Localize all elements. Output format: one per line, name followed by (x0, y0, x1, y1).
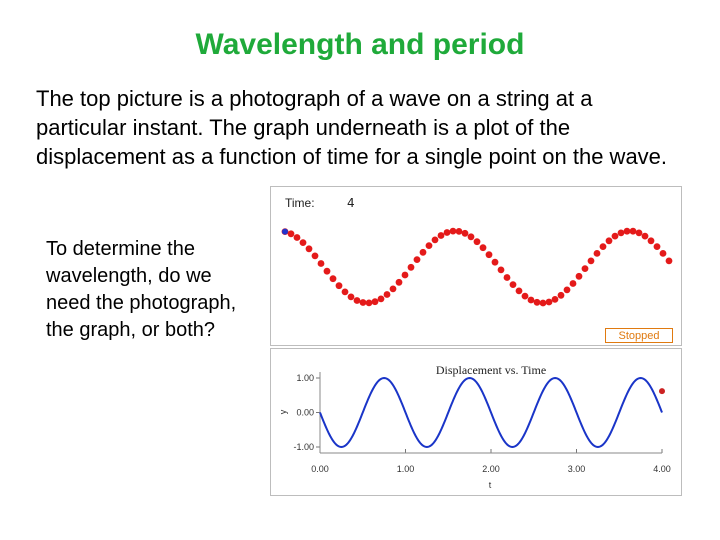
string-bead (317, 260, 325, 267)
string-bead (401, 271, 409, 279)
string-bead (431, 236, 439, 244)
string-bead (365, 299, 373, 307)
string-bead (329, 275, 337, 283)
string-bead (299, 239, 307, 246)
string-bead (599, 243, 607, 250)
string-bead (395, 278, 403, 286)
string-bead (575, 272, 583, 280)
string-bead (353, 297, 361, 304)
string-wave (281, 227, 673, 307)
y-tick-label: 0.00 (296, 408, 314, 418)
string-bead (467, 233, 475, 241)
string-bead (455, 228, 463, 235)
string-bead (533, 298, 541, 306)
string-bead (323, 267, 331, 275)
y-tick-label: 1.00 (296, 373, 314, 383)
string-bead (665, 257, 673, 265)
string-bead (449, 227, 457, 235)
string-bead (437, 232, 445, 239)
series-line (319, 376, 663, 449)
x-tick-label: 3.00 (568, 464, 586, 474)
string-bead (485, 251, 493, 259)
end-point-marker (659, 388, 665, 395)
string-bead (383, 291, 391, 298)
string-bead (443, 229, 451, 236)
string-bead (335, 282, 343, 290)
string-bead (527, 296, 535, 304)
y-tick-label: -1.00 (293, 442, 314, 452)
string-bead (389, 285, 397, 293)
string-bead (659, 250, 667, 257)
string-bead (611, 232, 619, 240)
string-bead (413, 256, 421, 263)
string-bead (617, 229, 625, 237)
intro-text: The top picture is a photograph of a wav… (36, 86, 668, 169)
string-bead (473, 238, 481, 246)
string-bead (419, 248, 427, 256)
string-bead (425, 242, 433, 249)
string-bead (503, 274, 511, 281)
string-bead (371, 298, 379, 306)
string-bead (653, 243, 661, 250)
question-text: To determine the wavelength, do we need … (46, 238, 237, 341)
string-bead (587, 257, 595, 265)
time-label: Time: (285, 196, 315, 210)
y-axis-label: y (278, 409, 288, 414)
string-bead (647, 237, 655, 245)
string-bead (605, 237, 613, 245)
string-bead (539, 299, 547, 307)
x-axis-label: t (489, 480, 492, 490)
string-bead (521, 292, 529, 300)
string-bead (491, 258, 499, 266)
string-bead (311, 252, 319, 260)
string-bead (629, 227, 637, 235)
string-bead (479, 244, 487, 252)
string-bead (305, 245, 313, 253)
string-bead (509, 281, 517, 288)
string-bead (497, 266, 505, 274)
string-bead (461, 229, 469, 237)
string-bead (515, 287, 523, 295)
string-bead (551, 296, 559, 303)
string-bead (377, 295, 385, 303)
time-value: 4 (347, 196, 355, 210)
string-bead (293, 234, 301, 241)
slide-title: Wavelength and period (195, 28, 525, 61)
string-bead (623, 227, 631, 235)
string-bead (563, 286, 571, 294)
string-bead (407, 263, 415, 271)
graph-title: Displacement vs. Time (436, 363, 546, 377)
x-tick-label: 1.00 (397, 464, 415, 474)
wave-snapshot-panel: Time: 4 Stopped (270, 186, 682, 346)
string-bead (545, 298, 553, 306)
x-tick-label: 2.00 (482, 464, 500, 474)
string-wave-svg (281, 227, 673, 307)
displacement-graph: Displacement vs. Time y t 1.00 0.00 -1.00 0… (278, 363, 671, 490)
string-bead (347, 293, 355, 301)
stopped-button[interactable]: Stopped (605, 328, 673, 343)
x-tick-label: 0.00 (311, 464, 329, 474)
string-bead (359, 299, 367, 306)
string-bead (557, 291, 565, 299)
string-bead (635, 229, 643, 237)
string-bead (287, 230, 295, 238)
string-bead (341, 288, 349, 296)
string-bead (593, 250, 601, 257)
x-tick-label: 4.00 (653, 464, 671, 474)
string-bead (569, 280, 577, 287)
string-bead (581, 265, 589, 272)
string-start-marker (282, 228, 288, 235)
string-bead (641, 232, 649, 240)
graph-panel: Displacement vs. Time y t 1.00 0.00 -1.00 0… (270, 348, 682, 496)
